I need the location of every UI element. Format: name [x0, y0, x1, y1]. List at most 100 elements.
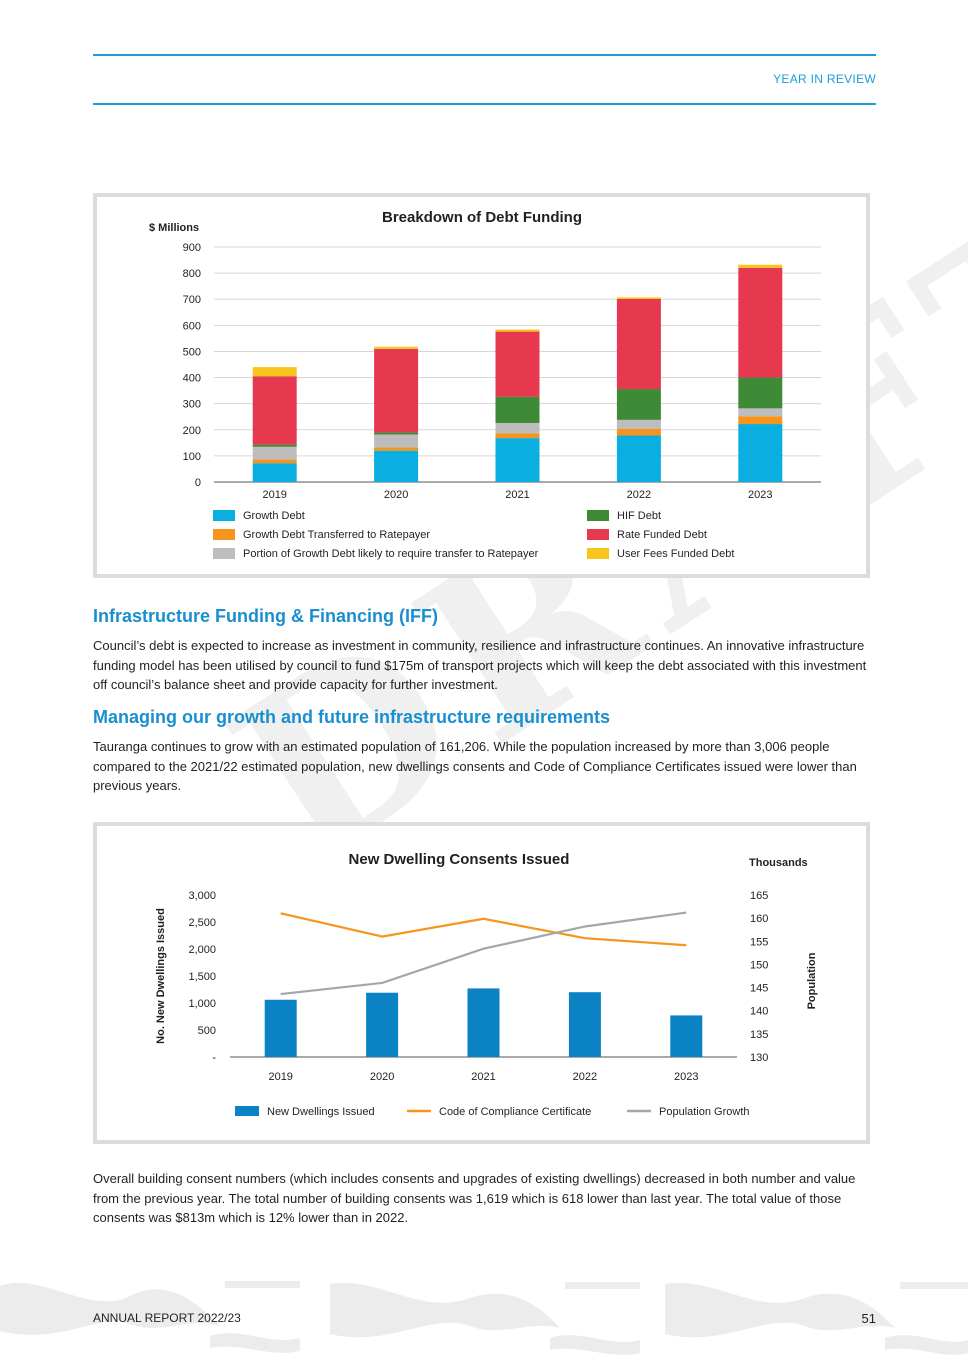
bar-segment: [495, 438, 540, 482]
left-axis-label: No. New Dwellings Issued: [155, 908, 167, 1044]
bar-segment: [738, 264, 783, 268]
debt-funding-chart: Breakdown of Debt Funding $ Millions 0 100 2…: [149, 209, 821, 560]
bar-segment: [374, 447, 419, 451]
legend-label: User Fees Funded Debt: [617, 548, 734, 560]
bar-segment: [374, 346, 419, 349]
y-tick-label: 700: [183, 294, 201, 306]
bar-segment: [374, 434, 419, 448]
bar-segment: [738, 424, 783, 482]
y2-tick-label: 160: [750, 913, 768, 925]
y-tick-label: -: [212, 1052, 216, 1064]
header-bottom-rule: [93, 103, 876, 105]
y-tick-label: 2,000: [188, 944, 216, 956]
legend-label: Portion of Growth Debt likely to require…: [243, 548, 539, 560]
bar-segment: [495, 331, 540, 397]
bar-segment: [252, 446, 297, 460]
bar-segment: [616, 419, 661, 429]
dwelling-chart-panel: New Dwelling Consents Issued Thousands No.…: [93, 822, 870, 1144]
y-tick-label: 0: [195, 477, 201, 489]
bar-segment: [252, 459, 297, 464]
bar: [366, 992, 399, 1057]
bar-segment: [374, 432, 419, 435]
bar-segment: [616, 298, 661, 390]
legend-swatch: [587, 548, 609, 559]
legend-swatch: [235, 1106, 259, 1116]
x-tick-label: 2021: [505, 489, 529, 501]
legend-label: Growth Debt: [243, 510, 305, 522]
y-tick-label: 900: [183, 242, 201, 254]
bar-segment: [252, 444, 297, 447]
x-tick-label: 2022: [627, 489, 651, 501]
legend-swatch: [587, 510, 609, 521]
legend-swatch: [587, 529, 609, 540]
y2-tick-label: 150: [750, 959, 768, 971]
bar-segment: [738, 408, 783, 417]
x-tick-label: 2023: [674, 1071, 698, 1083]
right-axis-label: Population: [806, 952, 818, 1009]
y-tick-label: 200: [183, 425, 201, 437]
bar-segment: [495, 329, 540, 332]
bar-segment: [374, 450, 419, 482]
bar-segment: [374, 348, 419, 433]
y-tick-label: 800: [183, 268, 201, 280]
x-tick-label: 2019: [268, 1071, 292, 1083]
legend-swatch: [213, 529, 235, 540]
iff-paragraph: Council’s debt is expected to increase a…: [93, 638, 867, 693]
footer-pattern: [0, 1281, 968, 1355]
bar-segment: [252, 376, 297, 445]
bar-segment: [738, 267, 783, 378]
legend-swatch: [213, 548, 235, 559]
y-axis-label: $ Millions: [149, 222, 199, 234]
chart-title: New Dwelling Consents Issued: [349, 851, 570, 868]
page-number: 51: [861, 1311, 876, 1326]
y-tick-label: 600: [183, 320, 201, 332]
legend-label: HIF Debt: [617, 510, 661, 522]
legend-label: New Dwellings Issued: [267, 1106, 375, 1118]
x-tick-label: 2020: [370, 1071, 394, 1083]
bar: [467, 988, 500, 1057]
y2-tick-label: 155: [750, 936, 768, 948]
y-tick-label: 1,500: [188, 971, 216, 983]
bar-segment: [616, 389, 661, 420]
series-line: [280, 911, 687, 996]
growth-heading: Managing our growth and future infrastru…: [93, 707, 611, 727]
iff-heading: Infrastructure Funding & Financing (IFF): [93, 606, 438, 626]
x-tick-label: 2022: [573, 1071, 597, 1083]
footer-report-title: ANNUAL REPORT 2022/23: [93, 1311, 241, 1325]
bar-segment: [495, 433, 540, 439]
x-tick-label: 2020: [384, 489, 408, 501]
x-tick-label: 2019: [262, 489, 286, 501]
bar: [670, 1015, 703, 1057]
y-tick-label: 1,000: [188, 998, 216, 1010]
debt-chart-panel: Breakdown of Debt Funding $ Millions 0 100 2…: [93, 193, 870, 578]
series-line: [280, 912, 687, 947]
bar-segment: [616, 428, 661, 436]
y2-tick-label: 130: [750, 1052, 768, 1064]
bar-segment: [616, 297, 661, 299]
bar-segment: [616, 435, 661, 482]
legend-label: Code of Compliance Certificate: [439, 1106, 591, 1118]
y-tick-label: 300: [183, 399, 201, 411]
y2-tick-label: 140: [750, 1006, 768, 1018]
y-tick-label: 400: [183, 373, 201, 385]
x-tick-label: 2021: [471, 1071, 495, 1083]
legend-label: Rate Funded Debt: [617, 529, 707, 541]
bar: [264, 999, 297, 1057]
section-tag: YEAR IN REVIEW: [773, 72, 876, 86]
bar-segment: [738, 377, 783, 409]
growth-paragraph: Tauranga continues to grow with an estim…: [93, 739, 857, 794]
right-axis-unit: Thousands: [749, 857, 808, 869]
bar-segment: [495, 396, 540, 423]
bar-segment: [252, 367, 297, 377]
header-top-rule: [93, 54, 876, 56]
bar-segment: [738, 416, 783, 425]
y-tick-label: 2,500: [188, 917, 216, 929]
bar: [568, 992, 601, 1057]
y-tick-label: 3,000: [188, 890, 216, 902]
y2-tick-label: 145: [750, 983, 768, 995]
y2-tick-label: 165: [750, 890, 768, 902]
consents-paragraph: Overall building consent numbers (which …: [93, 1171, 856, 1226]
legend-swatch: [213, 510, 235, 521]
legend-label: Growth Debt Transferred to Ratepayer: [243, 529, 430, 541]
bar-segment: [252, 463, 297, 482]
